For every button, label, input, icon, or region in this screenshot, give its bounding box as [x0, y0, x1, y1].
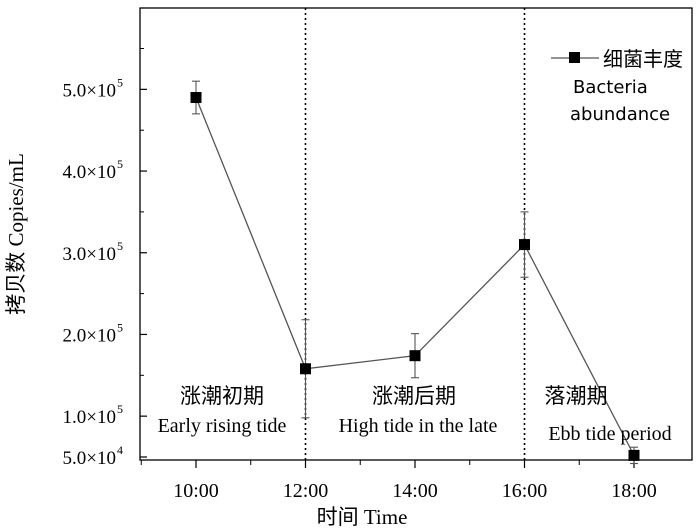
- legend-marker: [569, 52, 580, 63]
- y-tick-label: 5.0×10: [63, 448, 116, 469]
- period-3-en: Ebb tide period: [548, 423, 671, 445]
- data-point: [519, 239, 530, 251]
- x-tick-label: 12:00: [283, 480, 329, 502]
- x-tick-label: 14:00: [392, 480, 438, 502]
- period-2-en: High tide in the late: [339, 415, 498, 437]
- y-tick-exponent: 5: [117, 402, 123, 416]
- y-tick-exponent: 5: [117, 157, 123, 171]
- y-tick-exponent: 5: [117, 320, 123, 334]
- y-tick-label: 5.0×10: [63, 80, 116, 101]
- y-tick-exponent: 5: [117, 75, 123, 89]
- legend: 细菌丰度 Bacteria abundance: [551, 48, 683, 125]
- y-tick-label: 3.0×10: [63, 244, 116, 265]
- y-tick-label: 2.0×10: [63, 325, 116, 346]
- x-tick-label: 16:00: [502, 480, 548, 502]
- legend-label-en-2: abundance: [570, 104, 670, 125]
- y-tick-exponent: 5: [117, 239, 123, 253]
- data-point: [190, 92, 202, 104]
- period-3-zh: 落潮期: [545, 384, 608, 408]
- data-point: [300, 363, 311, 375]
- data-point: [409, 350, 421, 362]
- x-axis-title: 时间 Time: [317, 505, 408, 529]
- plot-frame: [139, 7, 693, 461]
- x-tick-label: 10:00: [173, 480, 219, 502]
- legend-label-zh: 细菌丰度: [603, 48, 683, 71]
- period-2-zh: 涨潮后期: [372, 384, 456, 408]
- period-1-en: Early rising tide: [158, 415, 287, 437]
- y-tick-exponent: 4: [117, 443, 123, 457]
- y-axis-title: 拷贝数 Copies/mL: [4, 153, 28, 315]
- x-tick-label: 18:00: [611, 480, 657, 502]
- y-tick-label: 4.0×10: [63, 162, 116, 183]
- legend-label-en-1: Bacteria: [573, 77, 648, 98]
- period-1-zh: 涨潮初期: [180, 384, 264, 408]
- y-tick-label: 1.0×10: [63, 407, 116, 428]
- data-point: [628, 449, 640, 461]
